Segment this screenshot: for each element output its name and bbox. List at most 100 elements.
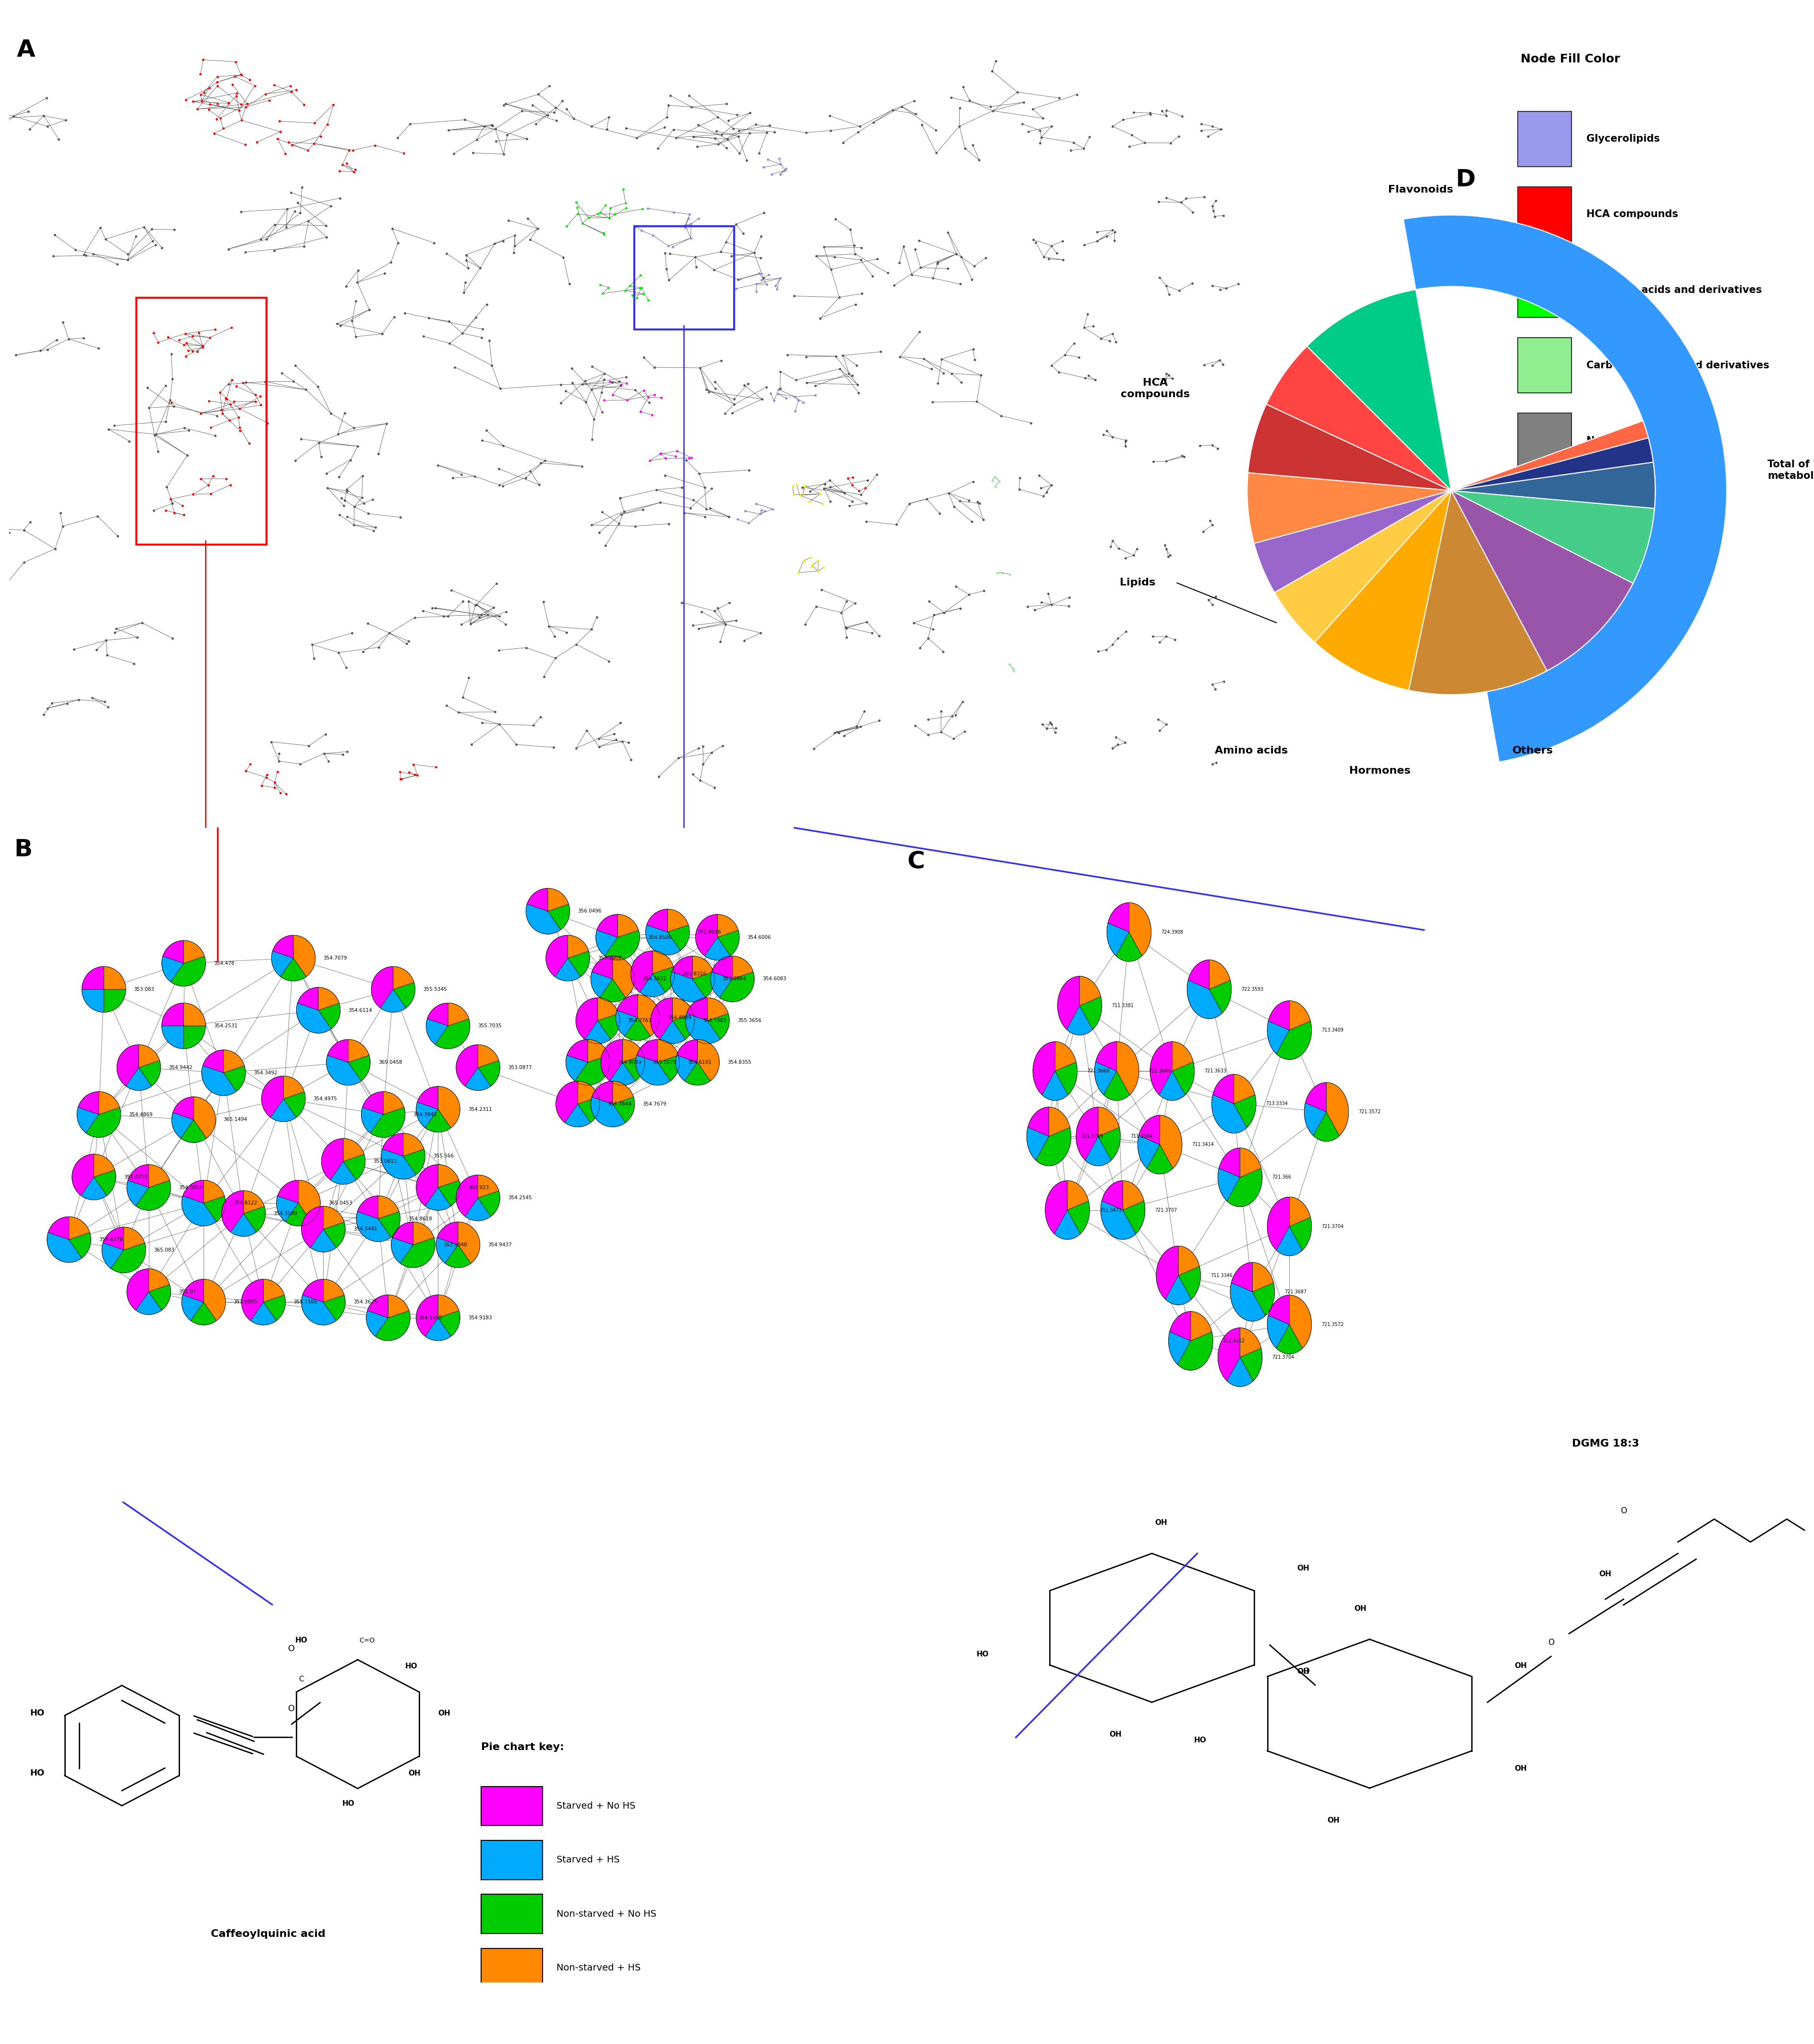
Wedge shape: [439, 1294, 459, 1318]
Wedge shape: [588, 1040, 610, 1063]
Wedge shape: [1277, 1022, 1312, 1059]
Wedge shape: [693, 971, 715, 997]
Wedge shape: [327, 1055, 361, 1085]
Wedge shape: [1241, 1149, 1261, 1177]
Wedge shape: [595, 930, 617, 957]
Bar: [1518, 337, 1571, 392]
Wedge shape: [283, 1075, 305, 1100]
Text: 354.8506: 354.8506: [648, 934, 671, 940]
Wedge shape: [301, 1206, 323, 1247]
Wedge shape: [707, 997, 729, 1020]
Wedge shape: [127, 1269, 149, 1310]
Wedge shape: [439, 1085, 461, 1128]
Text: 711.3312: 711.3312: [1223, 1339, 1244, 1343]
Wedge shape: [424, 1318, 452, 1341]
Wedge shape: [1027, 1128, 1048, 1161]
Text: 354.4089: 354.4089: [668, 1016, 691, 1020]
Wedge shape: [181, 1196, 216, 1226]
Text: 354.7679: 354.7679: [642, 1102, 666, 1106]
Text: Lipids: Lipids: [1119, 578, 1156, 587]
Wedge shape: [1219, 1149, 1241, 1177]
Wedge shape: [1117, 1042, 1139, 1096]
Wedge shape: [1306, 1083, 1326, 1112]
Wedge shape: [651, 997, 673, 1038]
Wedge shape: [377, 1212, 401, 1237]
Text: O: O: [1302, 1668, 1310, 1676]
Text: OH: OH: [1297, 1668, 1310, 1676]
Text: O: O: [288, 1645, 296, 1654]
Text: 355.1166: 355.1166: [294, 1300, 317, 1304]
Text: 721.3668: 721.3668: [1087, 1069, 1108, 1073]
Text: O: O: [1620, 1506, 1627, 1515]
Wedge shape: [653, 967, 675, 991]
Wedge shape: [348, 1055, 370, 1081]
Wedge shape: [639, 995, 660, 1036]
Text: 355.566: 355.566: [434, 1153, 454, 1159]
Text: C=O: C=O: [359, 1637, 375, 1643]
Wedge shape: [276, 1196, 297, 1222]
Wedge shape: [610, 1063, 635, 1085]
Text: 354.7844: 354.7844: [608, 1102, 631, 1106]
Wedge shape: [1214, 1075, 1234, 1104]
Wedge shape: [464, 1067, 492, 1091]
Wedge shape: [591, 1081, 613, 1104]
Text: C: C: [907, 850, 925, 873]
Wedge shape: [624, 1018, 651, 1040]
Wedge shape: [100, 1091, 120, 1114]
Text: HO: HO: [1194, 1737, 1206, 1744]
Wedge shape: [1451, 437, 1653, 491]
Text: 721.3704: 721.3704: [1321, 1224, 1344, 1228]
Text: Diazines: Diazines: [1587, 587, 1634, 597]
Wedge shape: [1097, 1128, 1121, 1161]
Wedge shape: [1190, 1312, 1212, 1341]
Wedge shape: [73, 1155, 94, 1196]
Wedge shape: [457, 1222, 481, 1263]
Wedge shape: [1172, 1042, 1194, 1071]
Text: 354.6578: 354.6578: [100, 1237, 123, 1243]
Wedge shape: [615, 1010, 639, 1036]
Wedge shape: [439, 1179, 461, 1206]
Text: OH: OH: [1600, 1570, 1611, 1578]
Text: 354.2531: 354.2531: [214, 1024, 238, 1028]
Wedge shape: [677, 1040, 698, 1063]
Text: 721.3769: 721.3769: [1081, 1134, 1103, 1139]
Wedge shape: [1123, 1181, 1145, 1210]
Wedge shape: [733, 957, 753, 979]
Wedge shape: [1116, 932, 1143, 961]
Text: 353.9348: 353.9348: [443, 1243, 466, 1247]
Text: 353.083: 353.083: [134, 987, 154, 991]
Wedge shape: [149, 1284, 171, 1310]
Wedge shape: [1226, 1357, 1253, 1386]
Wedge shape: [1313, 1112, 1339, 1141]
Wedge shape: [658, 1055, 680, 1081]
Bar: [481, 1786, 542, 1825]
Wedge shape: [161, 1026, 183, 1049]
Wedge shape: [103, 1226, 123, 1251]
Text: 356.0496: 356.0496: [579, 910, 602, 914]
Text: Glycerolipids: Glycerolipids: [1587, 135, 1660, 143]
Text: No matches: No matches: [1587, 435, 1653, 446]
Wedge shape: [381, 1149, 415, 1179]
Wedge shape: [190, 1302, 216, 1325]
Wedge shape: [1268, 1296, 1290, 1325]
Wedge shape: [76, 1108, 100, 1132]
Text: 354.3854: 354.3854: [180, 1186, 203, 1190]
Wedge shape: [127, 1179, 149, 1206]
Wedge shape: [415, 1294, 439, 1337]
Wedge shape: [464, 1198, 492, 1220]
Wedge shape: [673, 997, 693, 1020]
Wedge shape: [711, 957, 733, 979]
Bar: [1518, 564, 1571, 619]
Wedge shape: [704, 938, 731, 961]
Text: HO: HO: [976, 1652, 989, 1658]
Text: Amino acids: Amino acids: [1215, 746, 1288, 756]
Text: 355.3656: 355.3656: [736, 1018, 762, 1024]
Wedge shape: [1085, 1136, 1112, 1165]
Wedge shape: [221, 1190, 243, 1233]
Wedge shape: [319, 987, 339, 1010]
Wedge shape: [127, 1165, 149, 1188]
Text: 365.1494: 365.1494: [223, 1118, 247, 1122]
Wedge shape: [604, 930, 640, 961]
Wedge shape: [591, 957, 613, 979]
Wedge shape: [272, 950, 294, 977]
